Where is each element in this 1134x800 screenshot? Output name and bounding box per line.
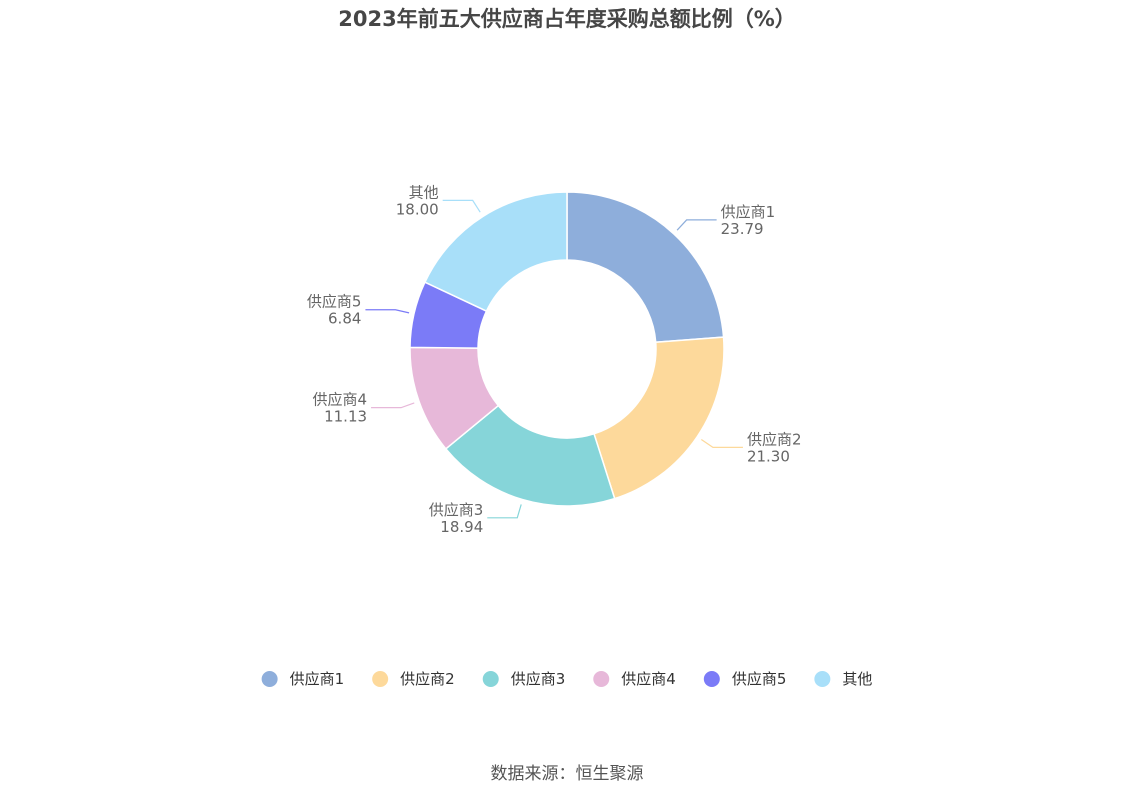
slice-label-name-2: 供应商2 [747,430,802,448]
leader-line-1 [676,219,717,231]
leader-line-6 [442,199,481,213]
legend-marker-4 [593,671,610,687]
legend-marker-3 [482,671,499,687]
legend-label-4: 供应商4 [621,670,676,688]
slice-6[interactable] [423,191,568,313]
slice-label-value-4: 11.13 [324,408,367,426]
legend-marker-5 [703,671,720,687]
slice-2[interactable] [593,336,725,500]
leader-line-3 [487,504,522,519]
legend-label-3: 供应商3 [511,670,566,688]
legend-marker-2 [372,671,389,687]
slice-label-name-5: 供应商5 [307,293,362,311]
legend-label-2: 供应商2 [400,670,455,688]
leader-line-2 [700,439,743,448]
slices-layer [409,191,725,507]
slice-label-value-2: 21.30 [747,447,790,465]
legend-marker-6 [814,671,831,687]
slice-label-value-3: 18.94 [440,518,483,536]
slice-label-value-1: 23.79 [721,220,764,238]
leader-line-4 [371,402,415,409]
legend: 供应商1 供应商2 供应商3 供应商4 供应商5 其他 [261,670,872,688]
slice-1[interactable] [566,191,725,344]
slice-label-value-6: 18.00 [396,200,439,218]
source-note: 数据来源：恒生聚源 [490,764,644,784]
legend-item-2[interactable]: 供应商2 [372,670,455,688]
slice-label-name-3: 供应商3 [429,501,484,519]
legend-label-1: 供应商1 [290,670,345,688]
legend-item-4[interactable]: 供应商4 [593,670,676,688]
slice-label-value-5: 6.84 [328,310,361,328]
legend-label-5: 供应商5 [732,670,787,688]
leader-line-5 [365,309,410,314]
slice-label-name-4: 供应商4 [313,391,368,409]
legend-marker-1 [261,671,278,687]
legend-item-1[interactable]: 供应商1 [261,670,345,688]
slice-label-name-1: 供应商1 [721,203,776,221]
legend-item-5[interactable]: 供应商5 [703,670,787,688]
chart-title: 2023年前五大供应商占年度采购总额比例（%） [338,7,796,31]
slice-label-name-6: 其他 [409,183,439,201]
legend-item-6[interactable]: 其他 [814,670,872,688]
legend-label-6: 其他 [842,670,872,688]
legend-item-3[interactable]: 供应商3 [482,670,566,688]
